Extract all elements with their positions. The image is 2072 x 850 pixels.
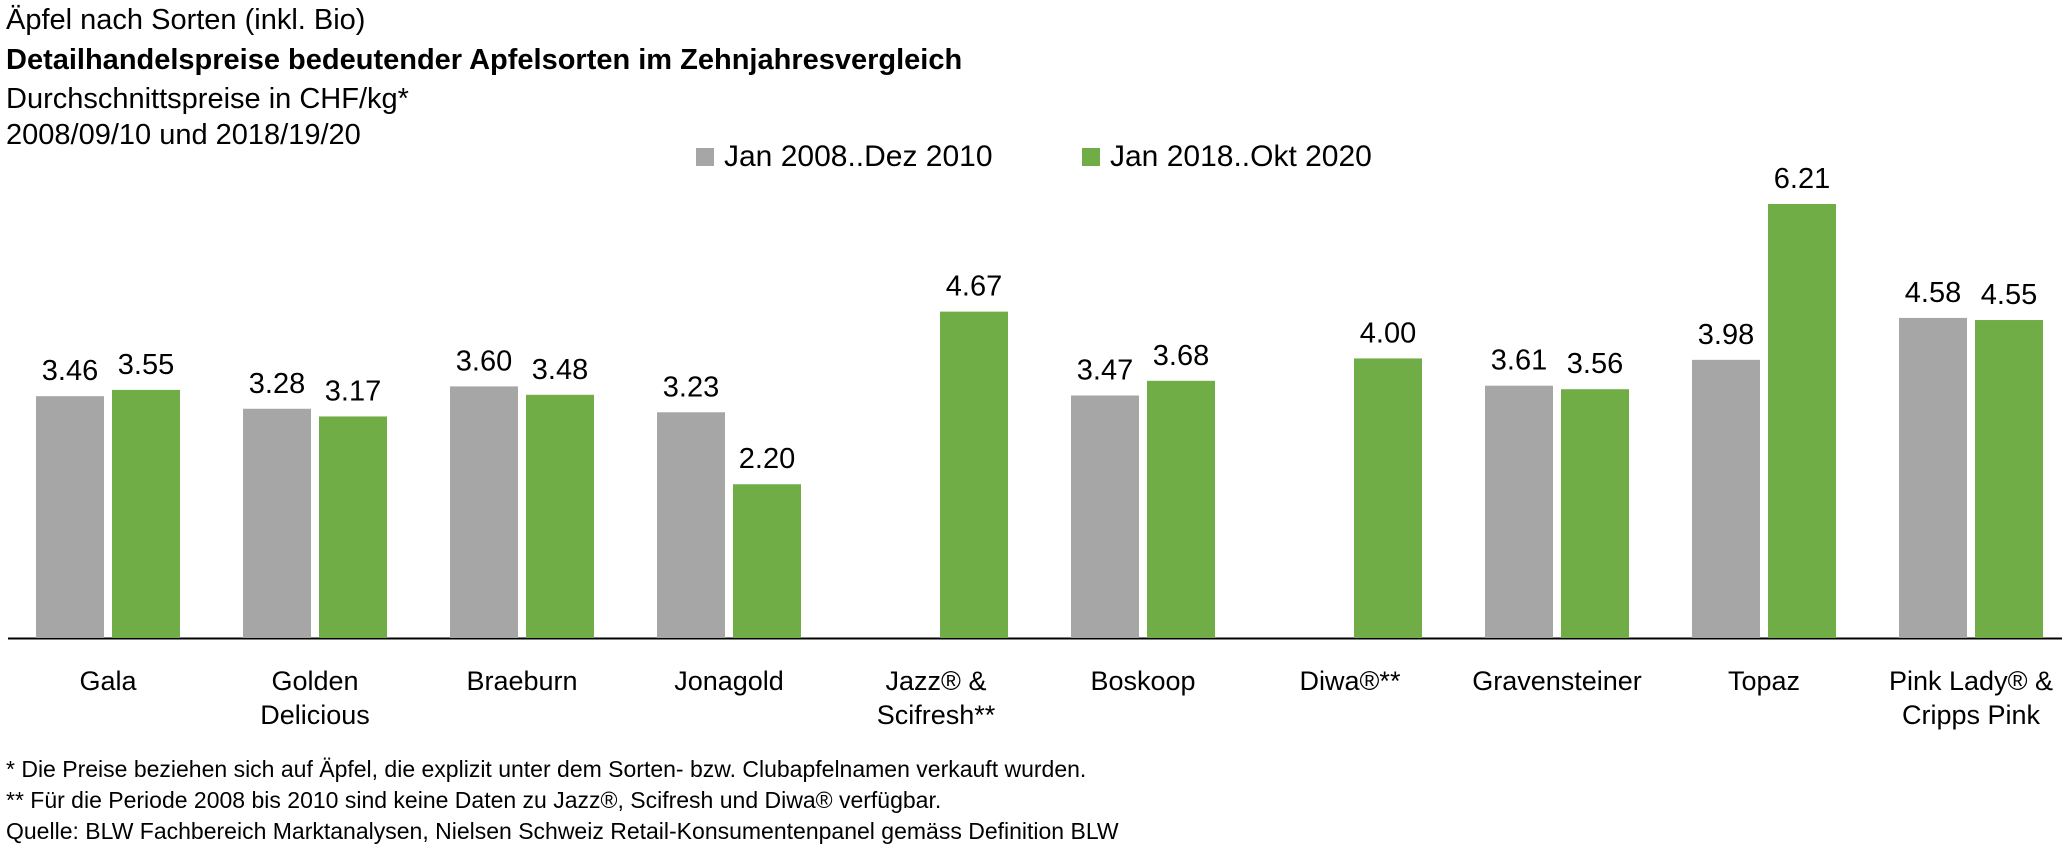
data-label-series1-8: 3.98 <box>1698 319 1754 351</box>
data-label-series2-0: 3.55 <box>118 349 174 381</box>
footnote-2: ** Für die Periode 2008 bis 2010 sind ke… <box>6 787 942 813</box>
category-label-7: Gravensteiner <box>1472 666 1642 696</box>
legend-label-series1: Jan 2008..Dez 2010 <box>724 140 993 173</box>
data-label-series2-2: 3.48 <box>532 354 588 386</box>
category-label-8: Topaz <box>1727 666 1801 696</box>
category-label-0: Gala <box>79 666 137 696</box>
data-label-series1-2: 3.60 <box>456 345 512 377</box>
legend-swatch-series1 <box>696 148 714 166</box>
data-label-series2-4: 4.67 <box>946 271 1002 303</box>
data-label-series1-0: 3.46 <box>42 355 98 387</box>
category-label-5: Boskoop <box>1090 666 1196 696</box>
legend-item-series1: Jan 2008..Dez 2010 <box>696 140 993 174</box>
footnote-source: Quelle: BLW Fachbereich Marktanalysen, N… <box>6 818 1119 844</box>
legend-label-series2: Jan 2018..Okt 2020 <box>1110 140 1372 173</box>
bar-series2-9 <box>1975 320 2043 638</box>
bar-series1-5 <box>1071 395 1139 638</box>
data-label-series2-7: 3.56 <box>1567 348 1623 380</box>
bar-series1-9 <box>1899 317 1967 638</box>
data-label-series2-1: 3.17 <box>325 375 381 407</box>
bar-series2-5 <box>1147 380 1215 638</box>
data-label-series1-5: 3.47 <box>1077 354 1133 386</box>
category-label-2: Braeburn <box>466 666 578 696</box>
chart-title: Detailhandelspreise bedeutender Apfelsor… <box>6 44 963 76</box>
bar-series2-8 <box>1768 204 1836 638</box>
bar-series1-7 <box>1485 385 1553 638</box>
category-label-3: Jonagold <box>674 666 784 696</box>
category-label-1: Golden Delicious <box>260 666 370 730</box>
bar-series1-2 <box>450 386 518 638</box>
category-label-9: Pink Lady® & Cripps Pink <box>1889 666 2053 730</box>
data-label-series1-3: 3.23 <box>663 371 719 403</box>
legend-item-series2: Jan 2018..Okt 2020 <box>1082 140 1372 174</box>
chart-period: 2008/09/10 und 2018/19/20 <box>6 119 361 151</box>
data-label-series2-6: 4.00 <box>1360 317 1416 349</box>
data-label-series1-7: 3.61 <box>1491 345 1547 377</box>
data-label-series1-9: 4.58 <box>1905 277 1961 309</box>
chart-supertitle: Äpfel nach Sorten (inkl. Bio) <box>6 4 366 36</box>
category-label-6: Diwa®** <box>1299 666 1401 696</box>
bar-series2-2 <box>526 394 594 638</box>
bar-series1-1 <box>243 408 311 638</box>
chart-unit: Durchschnittspreise in CHF/kg* <box>6 83 409 115</box>
bar-series1-3 <box>657 412 725 638</box>
bar-series2-4 <box>940 311 1008 638</box>
legend-swatch-series2 <box>1082 148 1100 166</box>
footnote-1: * Die Preise beziehen sich auf Äpfel, di… <box>6 756 1087 782</box>
bar-series1-8 <box>1692 359 1760 638</box>
category-label-4: Jazz® & Scifresh** <box>876 666 996 730</box>
data-label-series2-5: 3.68 <box>1153 340 1209 372</box>
bar-series2-6 <box>1354 358 1422 638</box>
data-label-series2-3: 2.20 <box>739 443 795 475</box>
data-label-series2-9: 4.55 <box>1981 279 2037 311</box>
bar-series1-0 <box>36 396 104 638</box>
data-label-series1-1: 3.28 <box>249 368 305 400</box>
bar-series2-3 <box>733 484 801 638</box>
bar-series2-0 <box>112 389 180 638</box>
bar-series2-7 <box>1561 389 1629 638</box>
bar-series2-1 <box>319 416 387 638</box>
data-label-series2-8: 6.21 <box>1774 163 1830 195</box>
